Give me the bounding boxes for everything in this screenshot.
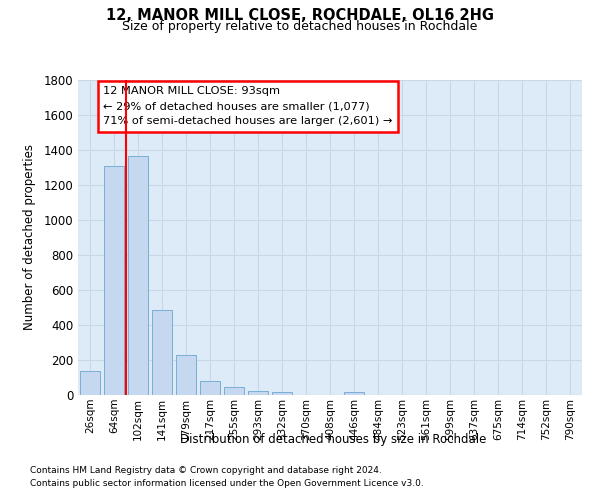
Bar	[200, 381, 220, 395]
Bar	[344, 392, 364, 395]
Bar	[104, 166, 124, 395]
Bar	[272, 392, 292, 395]
Y-axis label: Number of detached properties: Number of detached properties	[23, 144, 37, 330]
Bar	[176, 355, 196, 395]
Bar	[152, 310, 172, 395]
Text: Contains public sector information licensed under the Open Government Licence v3: Contains public sector information licen…	[30, 478, 424, 488]
Bar	[248, 390, 268, 395]
Bar	[80, 370, 100, 395]
Bar	[224, 387, 244, 395]
Bar	[128, 156, 148, 395]
Text: 12 MANOR MILL CLOSE: 93sqm
← 29% of detached houses are smaller (1,077)
71% of s: 12 MANOR MILL CLOSE: 93sqm ← 29% of deta…	[103, 86, 392, 126]
Text: Size of property relative to detached houses in Rochdale: Size of property relative to detached ho…	[122, 20, 478, 33]
Text: 12, MANOR MILL CLOSE, ROCHDALE, OL16 2HG: 12, MANOR MILL CLOSE, ROCHDALE, OL16 2HG	[106, 8, 494, 22]
Text: Contains HM Land Registry data © Crown copyright and database right 2024.: Contains HM Land Registry data © Crown c…	[30, 466, 382, 475]
Text: Distribution of detached houses by size in Rochdale: Distribution of detached houses by size …	[180, 432, 486, 446]
